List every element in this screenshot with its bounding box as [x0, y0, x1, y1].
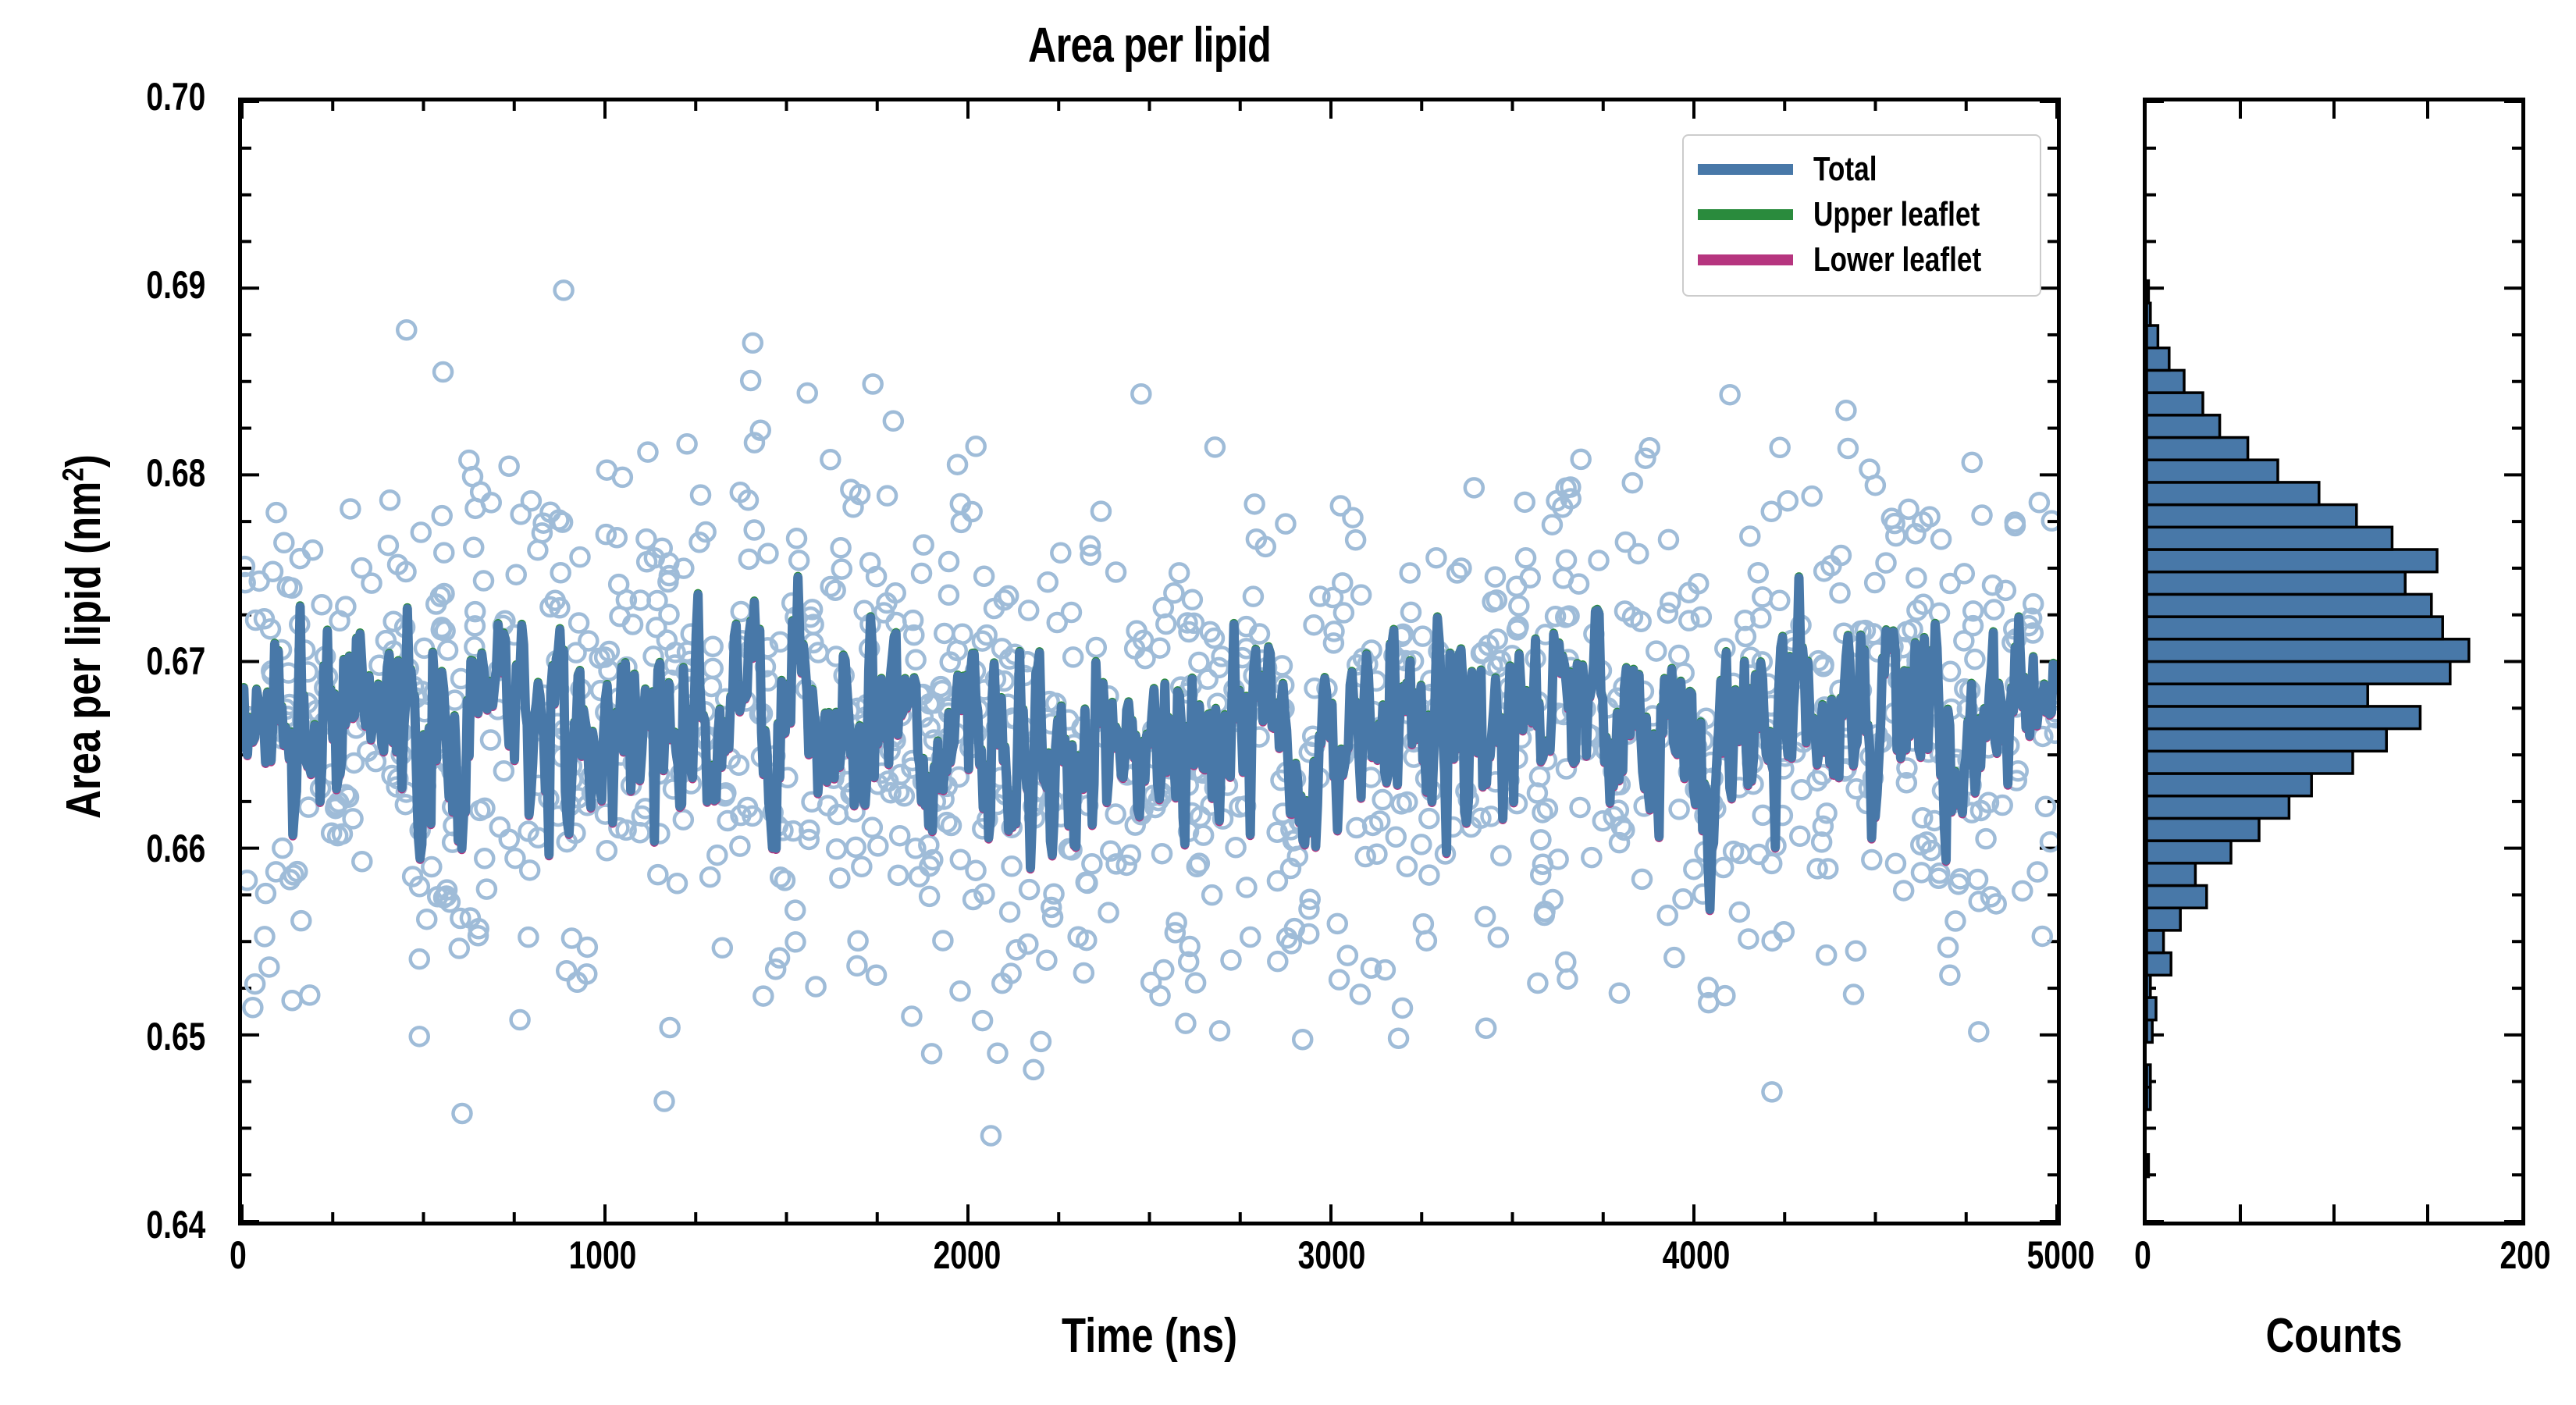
histogram-x-tick-label: 0: [2134, 1233, 2151, 1277]
histogram-bar: [2147, 951, 2172, 977]
histogram-x-axis-title: Counts: [2265, 1309, 2403, 1363]
histogram-bar: [2147, 638, 2471, 663]
legend-item-label: Total: [1813, 150, 1877, 188]
histogram-panel: [2143, 98, 2525, 1225]
histogram-bar: [2147, 368, 2186, 394]
y-tick-label: 0.67: [146, 638, 205, 683]
histogram-bar: [2147, 816, 2261, 842]
histogram-bar: [2147, 682, 2369, 708]
histogram-bar: [2147, 996, 2158, 1022]
y-tick-label: 0.64: [146, 1203, 205, 1247]
histogram-bar: [2147, 1018, 2154, 1044]
x-tick-label: 3000: [1297, 1233, 1366, 1277]
histogram-bar: [2147, 884, 2208, 909]
legend-color-swatch: [1698, 209, 1793, 220]
histogram-bar: [2147, 570, 2407, 596]
histogram-x-axis-tick-labels: 0 200: [2134, 1236, 2550, 1290]
x-tick-label: 0: [229, 1233, 247, 1277]
histogram-bar: [2147, 391, 2204, 417]
histogram-bar: [2147, 301, 2152, 327]
histogram-bar: [2147, 1063, 2152, 1089]
histogram-bar: [2147, 727, 2388, 753]
legend-item[interactable]: Total: [1698, 147, 2026, 192]
histogram-bar: [2147, 749, 2354, 775]
legend-item[interactable]: Lower leaflet: [1698, 237, 2026, 283]
histogram-bar: [2147, 346, 2171, 372]
axis-ticks: [242, 101, 2057, 1222]
histogram-bar: [2147, 525, 2394, 551]
histogram-svg: [2147, 101, 2521, 1222]
histogram-bar: [2147, 436, 2250, 461]
histogram-bar: [2147, 324, 2160, 350]
histogram-bar: [2147, 503, 2358, 529]
chart-title: Area per lipid: [1028, 18, 1272, 73]
histogram-bar: [2147, 973, 2152, 999]
x-axis-tick-labels: 0 1000 2000 3000 4000 5000: [229, 1233, 2094, 1290]
histogram-bar: [2147, 862, 2197, 887]
histogram-bar: [2147, 592, 2433, 618]
y-tick-label: 0.65: [146, 1015, 205, 1059]
histogram-bar: [2147, 615, 2444, 641]
y-axis-title-exponent: 2: [56, 468, 91, 482]
histogram-bar: [2147, 660, 2452, 685]
histogram-bar: [2147, 414, 2222, 439]
legend-item[interactable]: Upper leaflet: [1698, 192, 2026, 237]
histogram-bar: [2147, 548, 2439, 574]
y-tick-label: 0.69: [146, 262, 205, 307]
histogram-bar: [2147, 1086, 2152, 1112]
legend-color-swatch: [1698, 164, 1793, 175]
histogram-bar: [2147, 794, 2291, 820]
histogram-bar: [2147, 705, 2422, 731]
histogram-bars: [2147, 279, 2471, 1179]
x-tick-label: 2000: [933, 1233, 1002, 1277]
y-tick-label: 0.66: [146, 827, 205, 871]
histogram-bar: [2147, 481, 2321, 507]
legend-item-label: Lower leaflet: [1813, 240, 1982, 279]
x-tick-label: 4000: [1662, 1233, 1731, 1277]
line-total: [242, 573, 2057, 914]
y-axis-title-base: Area per lipid (nm: [57, 481, 111, 819]
main-plot-svg: [242, 101, 2057, 1222]
x-axis-title: Time (ns): [1061, 1309, 1238, 1363]
x-tick-label: 5000: [2026, 1233, 2095, 1277]
x-tick-label: 1000: [568, 1233, 637, 1277]
histogram-x-tick-label: 200: [2500, 1233, 2551, 1277]
y-tick-label: 0.70: [146, 75, 205, 119]
histogram-bar: [2147, 1153, 2151, 1179]
legend: Total Upper leaflet Lower leaflet: [1682, 134, 2041, 297]
histogram-bar: [2147, 279, 2151, 305]
y-axis-tick-labels: 0.64 0.65 0.66 0.67 0.68 0.69 0.70: [0, 77, 222, 1244]
histogram-bar: [2147, 772, 2313, 798]
y-axis-title-tail: ): [57, 454, 111, 468]
y-tick-label: 0.68: [146, 450, 205, 495]
histogram-bar: [2147, 929, 2165, 955]
y-axis-title: Area per lipid (nm2): [56, 174, 112, 1099]
legend-item-label: Upper leaflet: [1813, 195, 1980, 233]
histogram-bar: [2147, 906, 2182, 932]
legend-color-swatch: [1698, 254, 1793, 265]
histogram-bar: [2147, 839, 2233, 865]
histogram-bar: [2147, 458, 2279, 484]
